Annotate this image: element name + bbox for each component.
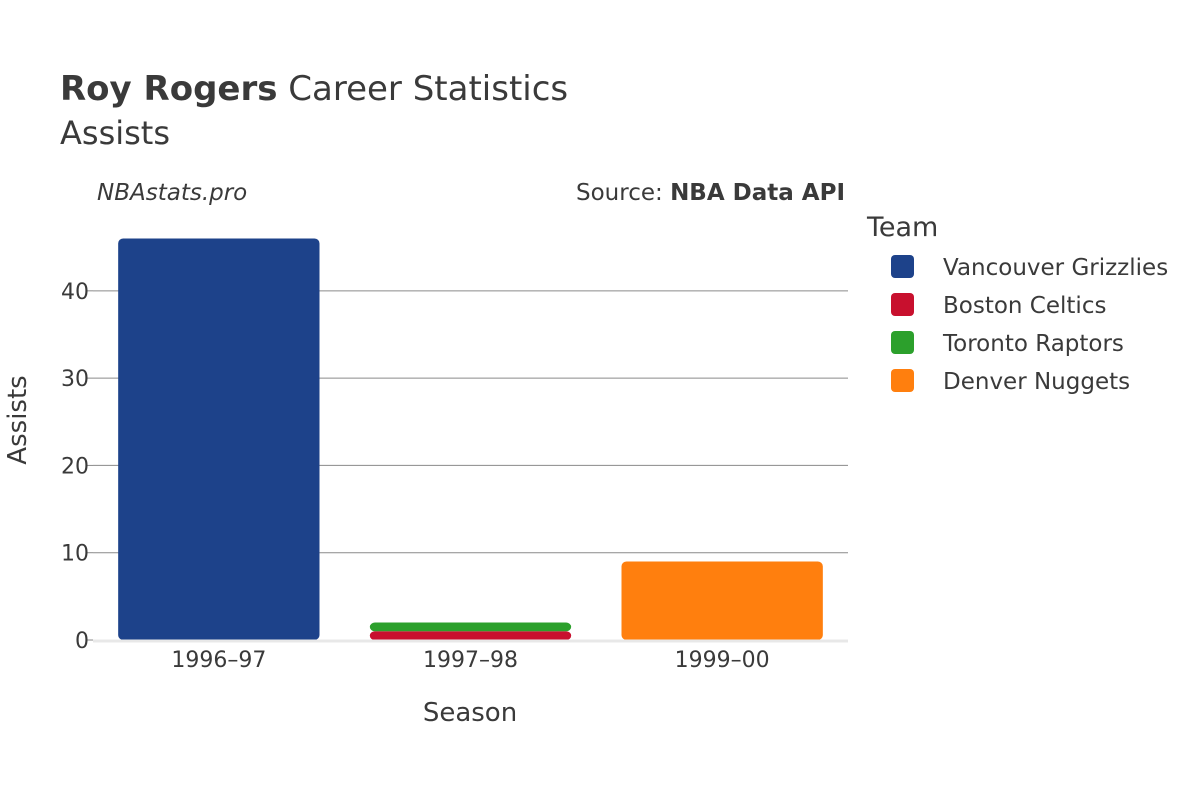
x-tick-label: 1996–97 — [171, 648, 266, 673]
legend-swatch[interactable] — [891, 369, 914, 392]
legend-swatch[interactable] — [891, 293, 914, 316]
legend-label[interactable]: Vancouver Grizzlies — [943, 255, 1168, 281]
bar-toronto-raptors[interactable] — [369, 622, 572, 632]
y-tick-label: 0 — [75, 629, 89, 654]
y-axis-title: Assists — [3, 375, 33, 464]
y-tick-label: 40 — [61, 280, 89, 305]
source-credit: Source: NBA Data API — [576, 180, 845, 206]
bar-denver-nuggets[interactable] — [621, 561, 823, 640]
chart-title-rest: Career Statistics — [277, 69, 568, 109]
legend: Team Vancouver Grizzlies Boston Celtics To… — [866, 212, 1168, 395]
site-credit: NBAstats.pro — [97, 180, 247, 206]
legend-label[interactable]: Denver Nuggets — [943, 369, 1130, 395]
legend-label[interactable]: Boston Celtics — [943, 293, 1106, 319]
x-tick-label: 1999–00 — [675, 648, 770, 673]
source-credit-prefix: Source: — [576, 180, 670, 206]
bars — [118, 238, 823, 641]
y-tick-label: 30 — [61, 367, 89, 392]
y-tick-label: 20 — [61, 454, 89, 479]
chart-title: Roy Rogers Career Statistics — [60, 69, 568, 109]
axes: 0 10 20 30 40 1996–97 1997–98 1999–00 — [61, 280, 848, 673]
chart-subtitle: Assists — [60, 114, 170, 152]
legend-title: Team — [866, 212, 938, 243]
bar-boston-celtics[interactable] — [369, 631, 572, 640]
x-tick-label: 1997–98 — [423, 648, 518, 673]
legend-swatch[interactable] — [891, 255, 914, 278]
legend-swatch[interactable] — [891, 331, 914, 354]
x-axis-title: Season — [423, 698, 517, 728]
bar-vancouver-grizzlies[interactable] — [118, 238, 320, 641]
legend-label[interactable]: Toronto Raptors — [942, 331, 1124, 357]
source-credit-name: NBA Data API — [670, 180, 845, 206]
chart-title-player: Roy Rogers — [60, 69, 277, 109]
y-tick-label: 10 — [61, 542, 89, 567]
